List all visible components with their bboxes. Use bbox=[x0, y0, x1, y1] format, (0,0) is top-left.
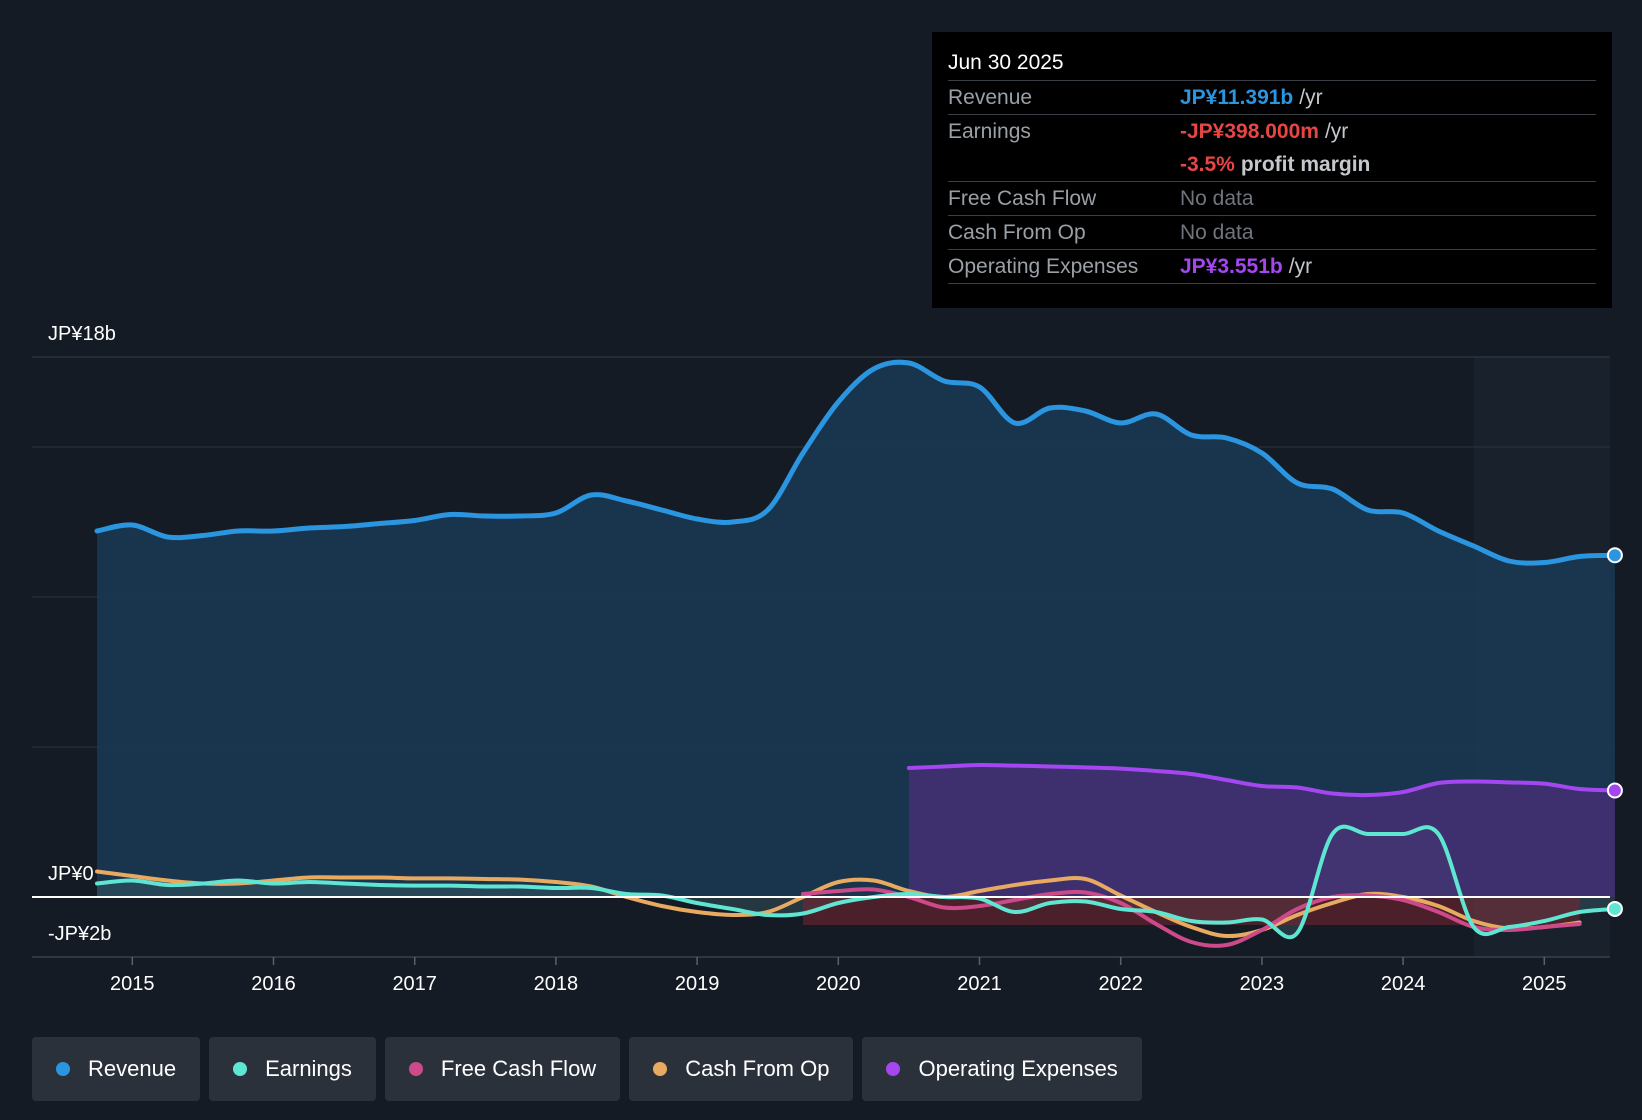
x-tick-label: 2022 bbox=[1098, 973, 1143, 995]
x-tick-label: 2015 bbox=[110, 973, 155, 995]
tooltip-row-cash-from-op: Cash From Op No data bbox=[948, 215, 1596, 249]
x-tick-label: 2018 bbox=[534, 973, 579, 995]
free-cash-flow-dot-icon bbox=[408, 1062, 423, 1076]
tooltip-row-margin: -3.5% profit margin bbox=[948, 148, 1596, 181]
tooltip-label: Free Cash Flow bbox=[948, 187, 1097, 210]
tooltip-label: Cash From Op bbox=[948, 221, 1086, 244]
tooltip-unit: /yr bbox=[1288, 255, 1313, 278]
operating-expenses-line bbox=[906, 762, 1617, 798]
legend-label: Operating Expenses bbox=[918, 1056, 1118, 1081]
x-tick-label: 2025 bbox=[1522, 973, 1567, 995]
legend: Revenue Earnings Free Cash Flow Cash Fro… bbox=[32, 1037, 1142, 1101]
earnings-endpoint bbox=[1606, 900, 1623, 917]
tooltip-row-operating-expenses: Operating Expenses JP¥3.551b /yr bbox=[948, 249, 1596, 284]
tooltip-value: JP¥11.391b bbox=[1180, 86, 1294, 109]
y-axis-label-zero: JP¥0 bbox=[48, 863, 94, 885]
cash-from-op-dot-icon bbox=[653, 1062, 668, 1076]
tooltip-unit: /yr bbox=[1324, 120, 1349, 143]
revenue-endpoint bbox=[1606, 547, 1623, 564]
tooltip-value: No data bbox=[1180, 221, 1254, 244]
tooltip-unit: /yr bbox=[1299, 86, 1323, 109]
operating-expenses-endpoint bbox=[1606, 782, 1623, 799]
cash-from-op-line bbox=[95, 869, 1582, 939]
tooltip-row-revenue: Revenue JP¥11.391b /yr bbox=[948, 80, 1596, 114]
tooltip-panel: Jun 30 2025 Revenue JP¥11.391b /yr Earni… bbox=[932, 32, 1612, 308]
x-tick-label: 2016 bbox=[251, 973, 296, 995]
legend-label: Cash From Op bbox=[685, 1056, 830, 1081]
operating-expenses-dot-icon bbox=[886, 1062, 901, 1076]
x-axis: 2015 2016 2017 2018 2019 2020 2021 2022 2023 2024… bbox=[110, 957, 1567, 995]
legend-item-operating-expenses[interactable]: Operating Expenses bbox=[862, 1037, 1142, 1101]
earnings-dot-icon bbox=[233, 1062, 248, 1076]
legend-item-free-cash-flow[interactable]: Free Cash Flow bbox=[384, 1037, 621, 1101]
x-tick-label: 2020 bbox=[816, 973, 861, 995]
tooltip-date: Jun 30 2025 bbox=[948, 51, 1064, 74]
revenue-dot-icon bbox=[56, 1062, 70, 1076]
legend-label: Free Cash Flow bbox=[440, 1056, 597, 1081]
y-axis-label-bottom: -JP¥2b bbox=[48, 923, 111, 945]
revenue-line bbox=[94, 359, 1618, 566]
tooltip-label: Revenue bbox=[948, 86, 1033, 109]
legend-item-revenue[interactable]: Revenue bbox=[32, 1037, 201, 1101]
revenue-area bbox=[97, 362, 1615, 897]
series-endpoints bbox=[1606, 547, 1623, 917]
tooltip-row-earnings: Earnings -JP¥398.000m /yr bbox=[948, 114, 1596, 148]
tooltip-value: -JP¥398.000m bbox=[1180, 120, 1319, 143]
x-tick-label: 2024 bbox=[1381, 973, 1426, 995]
tooltip-margin-value: -3.5% bbox=[1180, 153, 1235, 176]
y-axis-label-top: JP¥18b bbox=[48, 323, 116, 345]
tooltip-label: Operating Expenses bbox=[948, 255, 1139, 278]
legend-item-cash-from-op[interactable]: Cash From Op bbox=[629, 1037, 854, 1101]
legend-label: Earnings bbox=[265, 1056, 352, 1081]
tooltip-value: No data bbox=[1180, 187, 1254, 210]
tooltip-margin-text: profit margin bbox=[1240, 153, 1371, 176]
x-tick-label: 2017 bbox=[392, 973, 437, 995]
x-tick-label: 2019 bbox=[675, 973, 720, 995]
tooltip-value: JP¥3.551b bbox=[1180, 255, 1283, 278]
x-tick-label: 2021 bbox=[957, 973, 1002, 995]
x-tick-label: 2023 bbox=[1240, 973, 1285, 995]
free-cash-flow-line bbox=[801, 887, 1582, 948]
series-areas bbox=[97, 362, 1615, 938]
legend-label: Revenue bbox=[88, 1056, 177, 1081]
tooltip-row-free-cash-flow: Free Cash Flow No data bbox=[948, 181, 1596, 215]
tooltip-label: Earnings bbox=[948, 120, 1031, 143]
operating-expenses-area bbox=[908, 764, 1615, 897]
legend-item-earnings[interactable]: Earnings bbox=[209, 1037, 376, 1101]
